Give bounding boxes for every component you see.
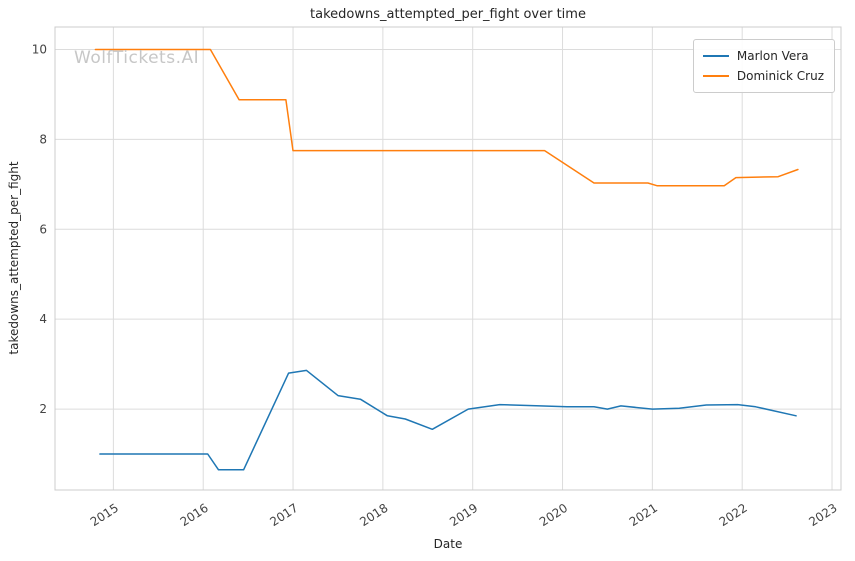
watermark: WolfTickets.AI (74, 48, 200, 68)
x-tick-label-2018: 2018 (357, 501, 390, 529)
x-tick-label-2023: 2023 (806, 501, 839, 529)
series-line-dominick-cruz (94, 48, 799, 187)
y-tick-label-10: 10 (32, 42, 47, 56)
y-tick-label-2: 2 (39, 402, 47, 416)
plot-border (54, 26, 842, 491)
legend-line-swatch-blue (702, 55, 729, 57)
x-tick-label-2017: 2017 (267, 501, 300, 529)
legend-label: Marlon Vera (736, 49, 809, 63)
y-tick-label-4: 4 (39, 312, 47, 326)
y-tick-label-6: 6 (39, 222, 47, 236)
x-tick-label-2020: 2020 (537, 501, 570, 529)
series-line-marlon-vera (99, 369, 797, 471)
x-tick-label-2022: 2022 (717, 501, 750, 529)
y-axis-label: takedowns_attempted_per_fight (7, 161, 21, 355)
x-tick-label-2021: 2021 (627, 501, 660, 529)
x-axis-label: Date (433, 537, 463, 551)
legend-label: Dominick Cruz (736, 69, 824, 83)
x-tick-label-2016: 2016 (178, 501, 211, 529)
chart-title: takedowns_attempted_per_fight over time (310, 7, 586, 22)
x-tick-label-2015: 2015 (88, 501, 121, 529)
legend: Marlon Vera Dominick Cruz (692, 39, 835, 93)
legend-item-dominick-cruz: Dominick Cruz (702, 66, 824, 86)
y-tick-label-8: 8 (39, 132, 47, 146)
legend-line-swatch-orange (702, 75, 729, 77)
x-tick-label-2019: 2019 (447, 501, 480, 529)
legend-item-marlon-vera: Marlon Vera (702, 46, 824, 66)
